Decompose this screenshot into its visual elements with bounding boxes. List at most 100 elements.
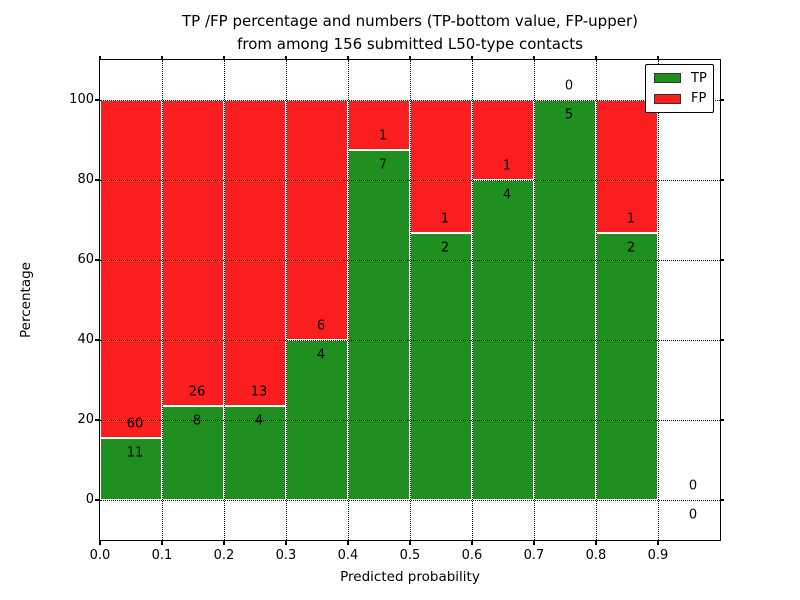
tp-count-label: 11 bbox=[126, 445, 144, 461]
y-tick-left bbox=[95, 99, 100, 101]
x-tick-bottom bbox=[161, 540, 163, 545]
y-tick-right bbox=[720, 99, 724, 101]
y-tick-right bbox=[720, 419, 724, 421]
x-tick-label: 0.9 bbox=[647, 548, 669, 563]
tp-count-label: 5 bbox=[564, 107, 574, 123]
x-gridline bbox=[348, 60, 349, 540]
x-tick-bottom bbox=[595, 540, 597, 545]
x-gridline bbox=[472, 60, 473, 540]
tp-count-label: 7 bbox=[378, 157, 388, 173]
x-tick-top bbox=[285, 56, 287, 60]
y-tick-left bbox=[95, 499, 100, 501]
fp-count-label: 13 bbox=[250, 384, 268, 400]
x-gridline bbox=[410, 60, 411, 540]
fp-color-swatch bbox=[654, 93, 681, 104]
x-tick-bottom bbox=[223, 540, 225, 545]
bar-tp-segment bbox=[596, 233, 658, 500]
y-tick-left bbox=[95, 259, 100, 261]
x-tick-label: 0.4 bbox=[337, 548, 359, 563]
tp-count-label: 8 bbox=[192, 413, 202, 429]
x-tick-bottom bbox=[99, 540, 101, 545]
x-tick-top bbox=[595, 56, 597, 60]
x-tick-label: 0.7 bbox=[523, 548, 545, 563]
x-tick-top bbox=[161, 56, 163, 60]
x-gridline bbox=[534, 60, 535, 540]
y-tick-right bbox=[720, 259, 724, 261]
x-tick-top bbox=[471, 56, 473, 60]
bar-tp-segment bbox=[162, 405, 224, 500]
x-tick-bottom bbox=[409, 540, 411, 545]
tp-color-swatch bbox=[654, 73, 681, 84]
tp-count-label: 0 bbox=[688, 507, 698, 523]
x-tick-label: 0.1 bbox=[151, 548, 173, 563]
fp-count-label: 1 bbox=[378, 128, 388, 144]
y-tick-label: 60 bbox=[77, 252, 94, 267]
bar-fp-segment bbox=[286, 100, 348, 340]
x-gridline bbox=[162, 60, 163, 540]
bar-fp-segment bbox=[472, 100, 534, 180]
x-tick-bottom bbox=[347, 540, 349, 545]
y-tick-left bbox=[95, 179, 100, 181]
x-gridline bbox=[286, 60, 287, 540]
x-tick-label: 0.0 bbox=[89, 548, 111, 563]
bar-tp-segment bbox=[410, 233, 472, 500]
chart-title-line2: from among 156 submitted L50-type contac… bbox=[237, 34, 583, 53]
x-tick-top bbox=[409, 56, 411, 60]
legend-label-tp: TP bbox=[691, 70, 707, 86]
bar-fp-segment bbox=[596, 100, 658, 234]
legend-label-fp: FP bbox=[691, 91, 707, 107]
fp-count-label: 0 bbox=[564, 78, 574, 94]
bar-tp-segment bbox=[100, 438, 162, 500]
x-tick-top bbox=[657, 56, 659, 60]
y-tick-right bbox=[720, 339, 724, 341]
x-tick-label: 0.5 bbox=[399, 548, 421, 563]
fp-count-label: 0 bbox=[688, 478, 698, 494]
y-tick-right bbox=[720, 499, 724, 501]
bar-tp-segment bbox=[348, 150, 410, 500]
tp-count-label: 4 bbox=[316, 347, 326, 363]
chart-title: TP /FP percentage and numbers (TP-bottom… bbox=[100, 10, 720, 55]
tp-count-label: 2 bbox=[626, 240, 636, 256]
tp-count-label: 2 bbox=[440, 240, 450, 256]
y-tick-left bbox=[95, 339, 100, 341]
x-tick-label: 0.2 bbox=[213, 548, 235, 563]
legend-item-fp: FP bbox=[646, 91, 713, 106]
x-gridline bbox=[658, 60, 659, 540]
bar-tp-segment bbox=[224, 405, 286, 500]
x-tick-top bbox=[99, 56, 101, 60]
x-axis-label: Predicted probability bbox=[340, 569, 480, 585]
x-tick-bottom bbox=[533, 540, 535, 545]
fp-count-label: 1 bbox=[502, 158, 512, 174]
fp-count-label: 26 bbox=[188, 384, 206, 400]
bar-fp-segment bbox=[410, 100, 472, 234]
x-tick-label: 0.3 bbox=[275, 548, 297, 563]
x-tick-top bbox=[223, 56, 225, 60]
bar-fp-segment bbox=[100, 100, 162, 439]
bar-fp-segment bbox=[224, 100, 286, 406]
fp-count-label: 60 bbox=[126, 416, 144, 432]
y-tick-right bbox=[720, 179, 724, 181]
x-tick-top bbox=[533, 56, 535, 60]
fp-count-label: 6 bbox=[316, 318, 326, 334]
chart-title-line1: TP /FP percentage and numbers (TP-bottom… bbox=[182, 12, 638, 30]
tp-count-label: 4 bbox=[254, 413, 264, 429]
bar-fp-segment bbox=[162, 100, 224, 406]
bar-fp-segment bbox=[348, 100, 410, 150]
x-tick-label: 0.8 bbox=[585, 548, 607, 563]
fp-count-label: 1 bbox=[626, 211, 636, 227]
x-tick-top bbox=[347, 56, 349, 60]
legend-item-tp: TP bbox=[646, 71, 713, 86]
tp-count-label: 4 bbox=[502, 187, 512, 203]
x-gridline bbox=[596, 60, 597, 540]
y-tick-label: 40 bbox=[77, 332, 94, 347]
x-tick-bottom bbox=[471, 540, 473, 545]
y-tick-label: 0 bbox=[85, 492, 94, 507]
x-tick-label: 0.6 bbox=[461, 548, 483, 563]
x-tick-bottom bbox=[657, 540, 659, 545]
bar-tp-segment bbox=[534, 100, 596, 500]
fp-count-label: 1 bbox=[440, 211, 450, 227]
y-axis-label: Percentage bbox=[18, 262, 34, 338]
legend: TP FP bbox=[645, 64, 714, 113]
y-tick-label: 80 bbox=[77, 172, 94, 187]
